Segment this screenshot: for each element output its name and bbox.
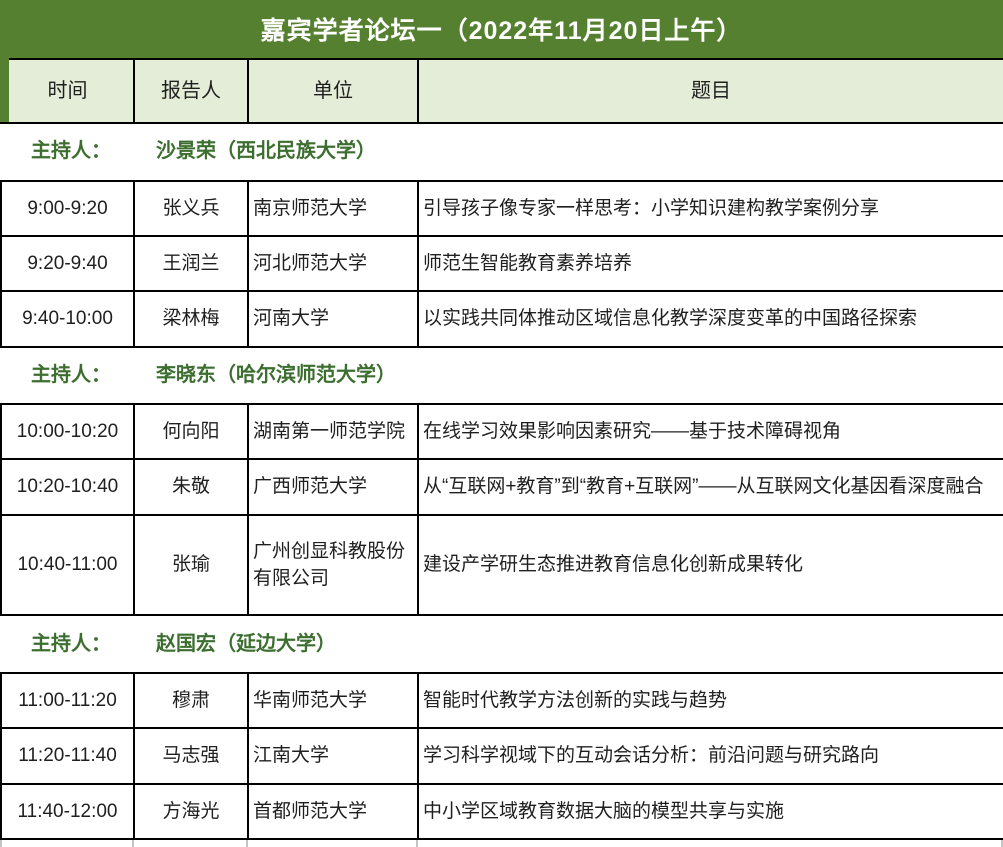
topic-cell: 在线学习效果影响因素研究——基于技术障碍视角 — [417, 403, 1003, 461]
speaker-cell: 朱敬 — [133, 458, 249, 516]
schedule-table-wrap: 时间 报告人 单位 题目 主持人： 沙景荣（西北民族大学） 9:00-9:20 张… — [0, 58, 1003, 847]
topic-cell: 以实践共同体推动区域信息化教学深度变革的中国路径探索 — [417, 290, 1003, 348]
host-label: 主持人： — [31, 363, 111, 386]
host-label: 主持人： — [31, 140, 111, 163]
host-name: 李晓东（哈尔滨师范大学） — [156, 363, 396, 386]
time-cell: 11:20-11:40 — [0, 727, 135, 785]
partial-gridline — [416, 840, 418, 847]
time-cell: 9:00-9:20 — [0, 179, 135, 237]
time-cell: 9:40-10:00 — [0, 290, 135, 348]
speaker-cell: 何向阳 — [133, 403, 249, 461]
topic-cell: 智能时代教学方法创新的实践与趋势 — [417, 672, 1003, 730]
org-cell: 广西师范大学 — [247, 458, 419, 516]
topic-cell: 建设产学研生态推进教育信息化创新成果转化 — [417, 513, 1003, 617]
speaker-cell: 穆肃 — [133, 672, 249, 730]
schedule-row: 11:20-11:40 马志强 江南大学 学习科学视域下的互动会话分析：前沿问题… — [0, 727, 1003, 785]
schedule-row: 10:00-10:20 何向阳 湖南第一师范学院 在线学习效果影响因素研究——基… — [0, 403, 1003, 461]
partial-gridline — [246, 840, 248, 847]
time-cell: 9:20-9:40 — [0, 234, 135, 293]
partial-gridline — [1001, 840, 1003, 847]
partial-gridline — [0, 840, 2, 847]
schedule-table: 时间 报告人 单位 题目 主持人： 沙景荣（西北民族大学） 9:00-9:20 张… — [0, 58, 1003, 841]
speaker-cell: 张义兵 — [133, 179, 249, 237]
host-row-2: 主持人： 李晓东（哈尔滨师范大学） — [1, 345, 1003, 406]
forum-title: 嘉宾学者论坛一（2022年11月20日上午） — [260, 17, 743, 45]
host-name: 沙景荣（西北民族大学） — [156, 140, 376, 163]
schedule-row: 9:20-9:40 王润兰 河北师范大学 师范生智能教育素养培养 — [0, 234, 1003, 293]
column-header-time: 时间 — [0, 58, 135, 124]
host-row-1: 主持人： 沙景荣（西北民族大学） — [1, 122, 1003, 182]
column-header-speaker: 报告人 — [133, 58, 249, 124]
speaker-cell: 马志强 — [133, 727, 249, 785]
topic-cell: 中小学区域教育数据大脑的模型共享与实施 — [417, 782, 1003, 841]
host-row-3: 主持人： 赵国宏（延边大学） — [1, 614, 1003, 675]
org-cell: 首都师范大学 — [247, 782, 419, 841]
schedule-row: 10:40-11:00 张瑜 广州创显科教股份有限公司 建设产学研生态推进教育信… — [0, 513, 1003, 617]
time-cell: 11:40-12:00 — [0, 782, 135, 841]
org-cell: 华南师范大学 — [247, 672, 419, 730]
time-cell: 10:40-11:00 — [0, 513, 135, 617]
topic-cell: 引导孩子像专家一样思考：小学知识建构教学案例分享 — [417, 179, 1003, 237]
org-cell: 江南大学 — [247, 727, 419, 785]
header-row: 时间 报告人 单位 题目 — [0, 58, 1003, 124]
schedule-row: 11:00-11:20 穆肃 华南师范大学 智能时代教学方法创新的实践与趋势 — [0, 672, 1003, 730]
org-cell: 湖南第一师范学院 — [247, 403, 419, 461]
host-name: 赵国宏（延边大学） — [156, 632, 336, 655]
speaker-cell: 梁林梅 — [133, 290, 249, 348]
schedule-row: 9:40-10:00 梁林梅 河南大学 以实践共同体推动区域信息化教学深度变革的… — [0, 290, 1003, 348]
org-cell: 广州创显科教股份有限公司 — [247, 513, 419, 617]
forum-title-bar: 嘉宾学者论坛一（2022年11月20日上午） — [0, 0, 1003, 58]
schedule-row: 11:40-12:00 方海光 首都师范大学 中小学区域教育数据大脑的模型共享与… — [0, 782, 1003, 841]
schedule-row: 9:00-9:20 张义兵 南京师范大学 引导孩子像专家一样思考：小学知识建构教… — [0, 179, 1003, 237]
host-label: 主持人： — [31, 632, 111, 655]
topic-cell: 师范生智能教育素养培养 — [417, 234, 1003, 293]
org-cell: 河南大学 — [247, 290, 419, 348]
header-left-accent — [0, 58, 9, 122]
column-header-topic: 题目 — [417, 58, 1003, 124]
org-cell: 南京师范大学 — [247, 179, 419, 237]
time-cell: 10:20-10:40 — [0, 458, 135, 516]
time-cell: 11:00-11:20 — [0, 672, 135, 730]
table-bottom-partial-row — [0, 840, 1003, 847]
speaker-cell: 王润兰 — [133, 234, 249, 293]
time-cell: 10:00-10:20 — [0, 403, 135, 461]
org-cell: 河北师范大学 — [247, 234, 419, 293]
schedule-row: 10:20-10:40 朱敬 广西师范大学 从“互联网+教育”到“教育+互联网”… — [0, 458, 1003, 516]
topic-cell: 学习科学视域下的互动会话分析：前沿问题与研究路向 — [417, 727, 1003, 785]
column-header-org: 单位 — [247, 58, 419, 124]
topic-cell: 从“互联网+教育”到“教育+互联网”——从互联网文化基因看深度融合 — [417, 458, 1003, 516]
partial-gridline — [132, 840, 134, 847]
speaker-cell: 方海光 — [133, 782, 249, 841]
speaker-cell: 张瑜 — [133, 513, 249, 617]
